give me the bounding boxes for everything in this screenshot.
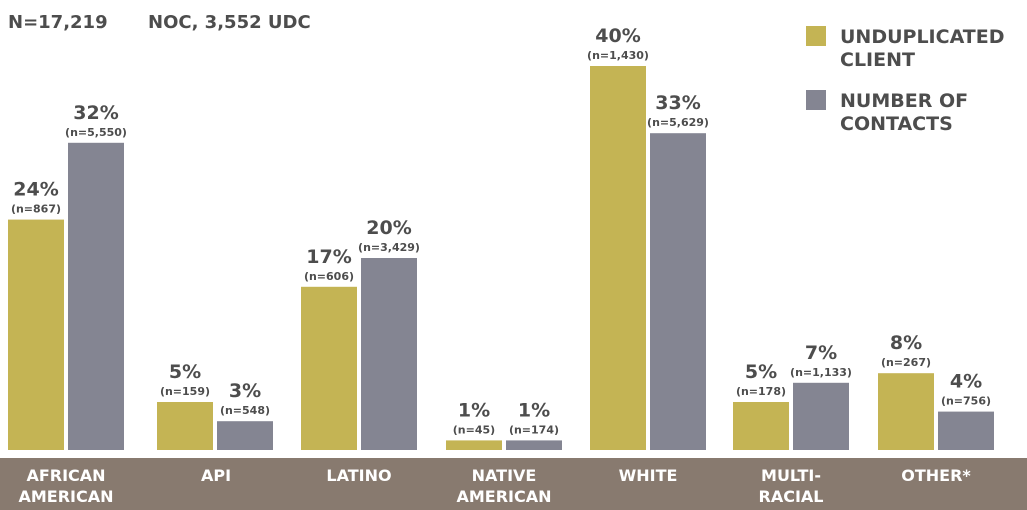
- data-label-percent: 33%: [655, 92, 700, 114]
- category-label: RACIAL: [759, 487, 824, 506]
- data-label-percent: 40%: [595, 25, 640, 47]
- bar-unduplicated-4: [590, 66, 646, 450]
- data-label-count: (n=5,629): [647, 116, 709, 129]
- bar-unduplicated-0: [8, 219, 64, 450]
- data-label-count: (n=159): [160, 385, 210, 398]
- legend-label: CONTACTS: [840, 113, 953, 135]
- category-label: AMERICAN: [456, 487, 551, 506]
- category-label: LATINO: [326, 466, 391, 485]
- category-label: AMERICAN: [18, 487, 113, 506]
- bar-contacts-2: [361, 258, 417, 450]
- category-label: OTHER*: [901, 466, 971, 485]
- data-label-count: (n=3,429): [358, 241, 420, 254]
- legend-label: CLIENT: [840, 49, 915, 71]
- data-label-percent: 5%: [745, 361, 777, 383]
- category-label: MULTI-: [761, 466, 821, 485]
- data-label-count: (n=756): [941, 395, 991, 408]
- data-label-count: (n=174): [509, 423, 559, 436]
- data-label-percent: 1%: [458, 399, 490, 421]
- bar-unduplicated-2: [301, 286, 357, 450]
- data-label-percent: 5%: [169, 361, 201, 383]
- data-label-count: (n=606): [304, 270, 354, 283]
- chart-data-labels: 24% (n=867) 5% (n=159) 17% (n=606) 1% (n=45) 40%…: [11, 25, 991, 436]
- bar-contacts-4: [650, 133, 706, 450]
- data-label-percent: 7%: [805, 342, 837, 364]
- data-label-count: (n=867): [11, 203, 61, 216]
- category-label: AFRICAN: [26, 466, 105, 485]
- data-label-percent: 1%: [518, 399, 550, 421]
- data-label-percent: 4%: [950, 371, 982, 393]
- data-label-percent: 17%: [306, 246, 351, 268]
- data-label-percent: 32%: [73, 102, 118, 124]
- bar-contacts-3: [506, 440, 562, 450]
- legend-swatch-contacts: [806, 90, 826, 110]
- category-label: API: [201, 466, 231, 485]
- bar-unduplicated-3: [446, 440, 502, 450]
- bar-unduplicated-1: [157, 402, 213, 450]
- legend-label: NUMBER OF: [840, 90, 968, 112]
- bar-contacts-6: [938, 411, 994, 450]
- chart-header-detail: NOC, 3,552 UDC: [148, 12, 311, 33]
- data-label-count: (n=1,430): [587, 49, 649, 62]
- data-label-count: (n=548): [220, 404, 270, 417]
- chart-bars: [8, 66, 994, 451]
- data-label-count: (n=178): [736, 385, 786, 398]
- category-label: NATIVE: [472, 466, 537, 485]
- legend-swatch-unduplicated: [806, 26, 826, 46]
- bar-contacts-5: [793, 382, 849, 450]
- data-label-percent: 8%: [890, 332, 922, 354]
- legend-label: UNDUPLICATED: [840, 26, 1005, 48]
- data-label-count: (n=267): [881, 356, 931, 369]
- data-label-percent: 20%: [366, 217, 411, 239]
- data-label-count: (n=5,550): [65, 126, 127, 139]
- category-band: AFRICAN AMERICAN API LATINO NATIVE AMERICAN WH…: [0, 458, 1027, 510]
- data-label-percent: 24%: [13, 179, 58, 201]
- bar-unduplicated-6: [878, 373, 934, 450]
- data-label-percent: 3%: [229, 380, 261, 402]
- bar-unduplicated-5: [733, 402, 789, 450]
- bar-contacts-1: [217, 421, 273, 450]
- bar-contacts-0: [68, 142, 124, 451]
- chart-header-total: N=17,219: [8, 12, 108, 33]
- data-label-count: (n=45): [453, 423, 495, 436]
- category-band-background: [0, 458, 1027, 510]
- data-label-count: (n=1,133): [790, 366, 852, 379]
- category-label: WHITE: [619, 466, 678, 485]
